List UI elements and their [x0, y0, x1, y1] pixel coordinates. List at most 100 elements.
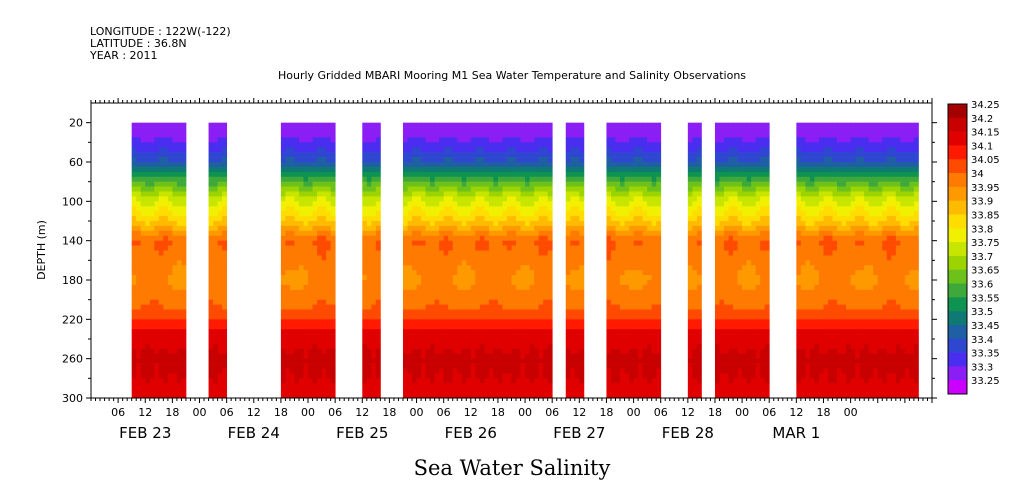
- heat-cell: [298, 250, 304, 256]
- heat-cell: [457, 284, 463, 291]
- heat-cell: [326, 216, 332, 222]
- heat-cell: [303, 363, 309, 369]
- heat-cell: [330, 275, 336, 281]
- heat-cell: [280, 334, 286, 340]
- heat-cell: [538, 280, 544, 286]
- heat-cell: [506, 280, 512, 286]
- heat-cell: [633, 250, 639, 256]
- heat-cell: [158, 225, 164, 232]
- heat-cell: [574, 353, 580, 359]
- heat-cell: [610, 221, 616, 227]
- heat-cell: [412, 157, 417, 163]
- heat-cell: [176, 270, 182, 276]
- heat-cell: [294, 127, 300, 133]
- heat-cell: [633, 334, 639, 340]
- heat-cell: [330, 191, 336, 197]
- heat-cell: [425, 393, 431, 399]
- heat-cell: [140, 191, 146, 197]
- heat-cell: [461, 339, 467, 345]
- heat-cell: [407, 196, 413, 202]
- heat-cell: [529, 294, 535, 300]
- heat-cell: [538, 383, 544, 389]
- heat-cell: [493, 152, 499, 158]
- heat-cell: [502, 304, 508, 310]
- heat-cell: [145, 368, 151, 374]
- heat-cell: [606, 275, 612, 281]
- heat-cell: [724, 353, 729, 359]
- heat-cell: [610, 152, 616, 158]
- heat-cell: [167, 299, 173, 305]
- heat-cell: [421, 289, 426, 296]
- heat-cell: [217, 334, 223, 340]
- heat-cell: [624, 230, 630, 237]
- heat-cell: [149, 314, 155, 320]
- heat-cell: [570, 343, 576, 350]
- heat-cell: [366, 329, 372, 335]
- heat-cell: [543, 373, 549, 379]
- heat-cell: [131, 206, 137, 212]
- heat-cell: [733, 280, 738, 286]
- heat-cell: [647, 201, 653, 207]
- heat-cell: [475, 275, 481, 281]
- heat-cell: [145, 329, 151, 335]
- heat-cell: [606, 314, 612, 320]
- heat-cell: [434, 339, 440, 345]
- heat-cell: [439, 245, 445, 251]
- heat-cell: [642, 314, 648, 320]
- heat-cell: [366, 176, 372, 182]
- heat-cell: [213, 270, 218, 276]
- heat-cell: [163, 206, 169, 212]
- heat-cell: [321, 343, 327, 350]
- heat-cell: [547, 142, 553, 148]
- heat-cell: [475, 206, 481, 212]
- heat-cell: [439, 294, 445, 300]
- heat-cell: [330, 363, 336, 369]
- heat-cell: [620, 358, 625, 364]
- heat-cell: [217, 132, 223, 138]
- heat-cell: [181, 368, 187, 374]
- heat-cell: [330, 245, 336, 251]
- heat-cell: [475, 304, 481, 310]
- heat-cell: [470, 216, 476, 222]
- heat-cell: [412, 275, 417, 281]
- heat-cell: [529, 319, 535, 325]
- heat-cell: [620, 152, 625, 158]
- heat-cell: [520, 265, 526, 271]
- heat-cell: [570, 196, 576, 202]
- heat-cell: [615, 353, 621, 359]
- heat-cell: [131, 289, 137, 296]
- heat-cell: [298, 378, 304, 384]
- heat-cell: [375, 152, 381, 158]
- heat-cell: [430, 378, 436, 384]
- heat-cell: [620, 260, 625, 266]
- heat-cell: [298, 393, 304, 399]
- heat-cell: [452, 201, 458, 207]
- heat-cell: [294, 122, 300, 128]
- heat-cell: [181, 260, 187, 266]
- heat-cell: [516, 127, 521, 133]
- heat-cell: [493, 270, 499, 276]
- heat-cell: [303, 294, 309, 300]
- heat-cell: [317, 171, 322, 178]
- heat-cell: [629, 235, 634, 241]
- heat-cell: [724, 324, 729, 330]
- heat-cell: [158, 211, 164, 217]
- heat-cell: [285, 181, 291, 187]
- heat-cell: [547, 245, 553, 251]
- heat-cell: [163, 339, 169, 345]
- heat-cell: [606, 142, 612, 148]
- heat-cell: [285, 309, 291, 315]
- heat-cell: [317, 339, 322, 345]
- heat-cell: [651, 162, 657, 168]
- heat-cell: [724, 162, 729, 168]
- heat-cell: [534, 363, 540, 369]
- heat-cell: [638, 127, 644, 133]
- heat-cell: [430, 304, 436, 310]
- heat-cell: [696, 186, 702, 192]
- heat-cell: [321, 240, 327, 246]
- heat-cell: [172, 284, 178, 291]
- heat-cell: [497, 324, 503, 330]
- heat-cell: [525, 309, 530, 315]
- heat-cell: [484, 339, 490, 345]
- heat-cell: [624, 265, 630, 271]
